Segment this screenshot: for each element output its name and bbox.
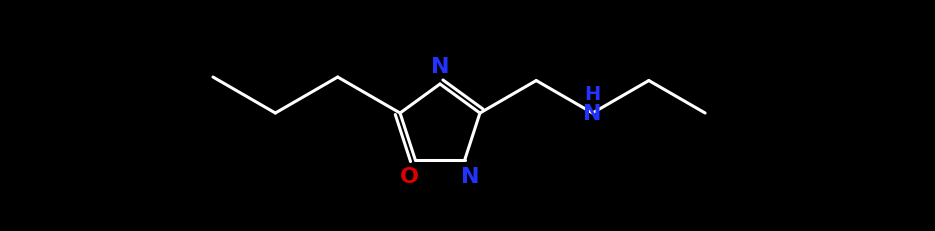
- Text: N: N: [462, 166, 480, 186]
- Text: H: H: [584, 85, 600, 103]
- Text: N: N: [431, 57, 449, 77]
- Text: N: N: [583, 103, 602, 124]
- Text: O: O: [400, 166, 419, 186]
